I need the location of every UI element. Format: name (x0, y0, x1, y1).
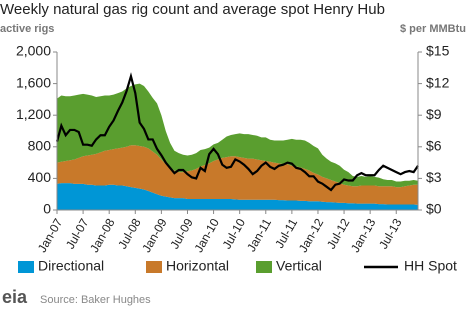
x-tick-label: Jan-08 (87, 216, 118, 255)
x-tick-label: Jan-07 (35, 216, 66, 255)
y2-tick-label: $12 (426, 74, 450, 90)
y2-tick-label: $6 (426, 138, 442, 154)
y2-tick-label: $3 (426, 169, 442, 185)
y-tick-label: 1,600 (16, 74, 51, 90)
chart-title: Weekly natural gas rig count and average… (0, 1, 385, 18)
y2-axis-label: $ per MMBtu (400, 23, 466, 35)
y-tick-label: 1,200 (16, 106, 51, 122)
y-tick-label: 400 (28, 169, 52, 185)
legend-label: HH Spot (404, 258, 457, 274)
y2-tick-label: $0 (426, 201, 442, 217)
y2-tick-label: $15 (426, 43, 450, 59)
y-axis-label: active rigs (0, 23, 54, 35)
area (57, 83, 418, 188)
x-tick-label: Jul-13 (376, 216, 405, 252)
legend-label: Directional (38, 258, 104, 274)
area (57, 145, 418, 205)
logo: eia (2, 287, 28, 307)
y-tick-label: 2,000 (16, 43, 51, 59)
y-tick-label: 0 (43, 201, 51, 217)
line (55, 72, 419, 192)
legend-swatch (18, 261, 34, 273)
legend-label: Vertical (276, 258, 322, 274)
x-tick-label: Jan-11 (244, 216, 274, 254)
legend-swatch (146, 261, 162, 273)
y-tick-label: 800 (28, 138, 52, 154)
legend-label: Horizontal (166, 258, 229, 274)
x-tick-label: Jan-09 (139, 216, 170, 255)
legend-swatch (256, 261, 272, 273)
source: Source: Baker Hughes (40, 294, 151, 306)
area (57, 183, 418, 210)
x-tick-label: Jan-13 (348, 216, 379, 255)
x-tick-label: Jan-10 (191, 216, 222, 255)
x-tick-label: Jan-12 (296, 216, 327, 255)
y2-tick-label: $9 (426, 106, 442, 122)
